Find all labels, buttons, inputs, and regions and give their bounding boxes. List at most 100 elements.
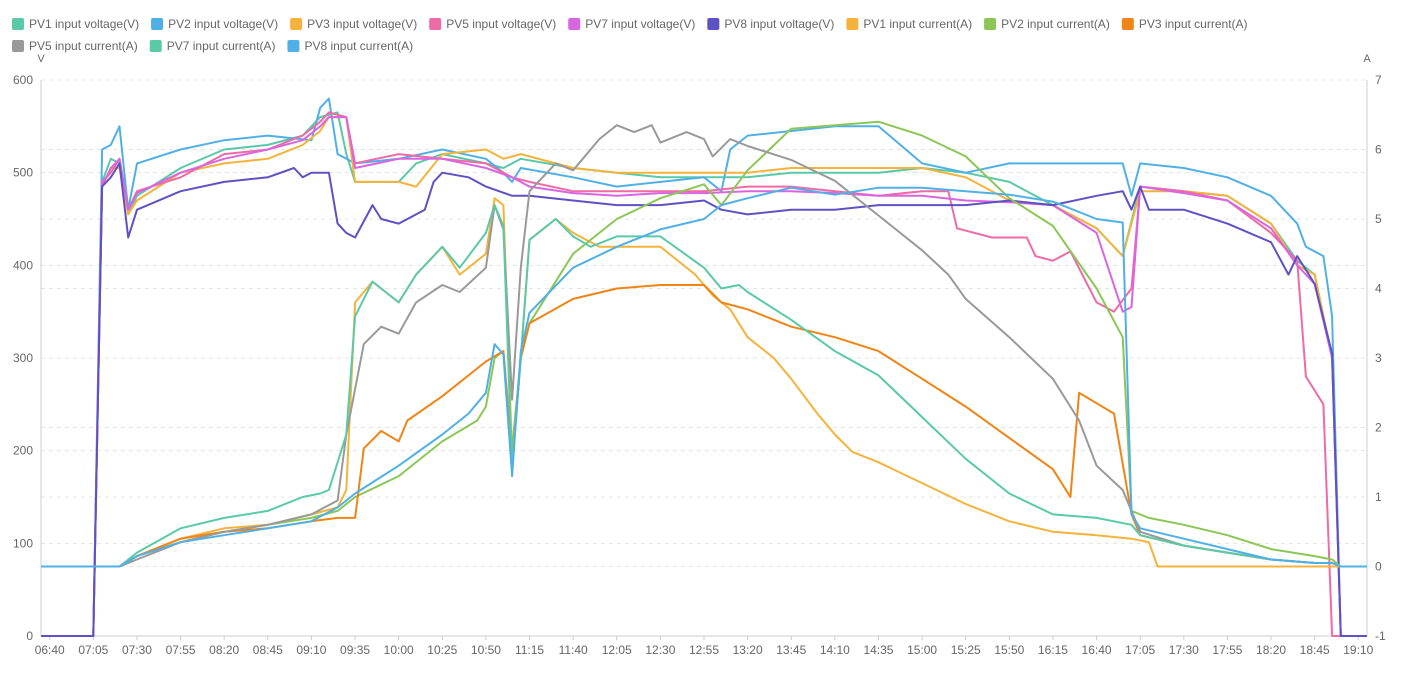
x-tick-label: 10:50 — [471, 643, 501, 657]
y-left-tick-label: 0 — [26, 629, 33, 643]
x-tick-label: 08:45 — [253, 643, 283, 657]
legend-label: PV2 input voltage(V) — [168, 17, 278, 31]
legend-swatch — [984, 18, 997, 30]
legend-label: PV5 input current(A) — [29, 39, 138, 53]
legend-item: PV8 input voltage(V) — [707, 17, 834, 31]
legend-label: PV1 input current(A) — [863, 17, 972, 31]
x-tick-label: 18:45 — [1300, 643, 1330, 657]
legend-label: PV7 input current(A) — [167, 39, 276, 53]
legend-swatch — [1121, 18, 1134, 30]
legend-item: PV1 input voltage(V) — [12, 17, 139, 31]
grid-lines — [41, 79, 1367, 567]
x-tick-label: 17:55 — [1212, 643, 1242, 657]
legend-label: PV1 input voltage(V) — [29, 17, 139, 31]
y-left-tick-label: 300 — [13, 351, 33, 365]
series-line-2 — [41, 97, 1367, 637]
y-right-tick-label: 4 — [1375, 282, 1382, 296]
y-left-tick-label: 400 — [13, 258, 33, 272]
legend-item: PV7 input voltage(V) — [568, 17, 695, 31]
legend-swatch — [707, 18, 720, 30]
x-tick-label: 13:45 — [776, 643, 806, 657]
x-tick-label: 07:30 — [122, 643, 152, 657]
axes: 0 100 200 300 400 500 600 -1 0 1 2 3 4 5 6 7 V A 06:40 07:0… — [13, 53, 1386, 657]
x-tick-label: 12:55 — [689, 643, 719, 657]
y-right-tick-label: 1 — [1375, 490, 1382, 504]
legend-item: PV3 input current(A) — [1121, 17, 1248, 31]
x-tick-label: 16:15 — [1038, 643, 1068, 657]
x-tick-label: 19:10 — [1343, 643, 1373, 657]
series-line-3 — [41, 116, 1367, 637]
y-left-unit-label: V — [37, 53, 45, 65]
x-tick-label: 15:50 — [994, 643, 1024, 657]
legend-swatch — [846, 18, 859, 30]
x-tick-label: 17:05 — [1125, 643, 1155, 657]
legend: PV1 input voltage(V) PV2 input voltage(V)… — [12, 17, 1248, 53]
legend-label: PV3 input voltage(V) — [307, 17, 417, 31]
legend-label: PV3 input current(A) — [1139, 17, 1248, 31]
legend-label: PV8 input voltage(V) — [724, 17, 834, 31]
legend-item: PV2 input voltage(V) — [151, 17, 278, 31]
y-right-tick-label: 0 — [1375, 560, 1382, 574]
legend-label: PV7 input voltage(V) — [585, 17, 695, 31]
y-right-tick-label: -1 — [1375, 629, 1386, 643]
legend-label: PV8 input current(A) — [304, 39, 413, 53]
legend-item: PV5 input voltage(V) — [429, 17, 556, 31]
legend-swatch — [287, 40, 300, 52]
x-tick-label: 16:40 — [1082, 643, 1112, 657]
x-tick-label: 10:00 — [384, 643, 414, 657]
y-left-tick-label: 500 — [13, 166, 33, 180]
legend-swatch — [149, 40, 162, 52]
x-tick-label: 14:35 — [863, 643, 893, 657]
legend-swatch — [12, 18, 24, 30]
x-tick-label: 10:25 — [427, 643, 457, 657]
y-left-tick-label: 100 — [13, 536, 33, 550]
legend-swatch — [12, 40, 24, 52]
legend-item: PV7 input current(A) — [149, 39, 276, 53]
legend-item: PV2 input current(A) — [984, 17, 1110, 31]
x-tick-label: 07:05 — [78, 643, 108, 657]
x-tick-label: 11:15 — [515, 643, 544, 657]
x-tick-label: 14:10 — [820, 643, 850, 657]
y-right-tick-label: 2 — [1375, 421, 1382, 435]
legend-item: PV1 input current(A) — [846, 17, 972, 31]
x-tick-label: 08:20 — [209, 643, 239, 657]
series-line-7 — [41, 197, 1367, 568]
legend-label: PV5 input voltage(V) — [446, 17, 556, 31]
legend-label: PV2 input current(A) — [1001, 17, 1110, 31]
y-right-tick-label: 7 — [1375, 73, 1382, 87]
series-line-5 — [41, 116, 1367, 637]
series-line-9 — [41, 284, 1367, 568]
x-tick-label: 12:30 — [645, 643, 675, 657]
x-tick-label: 13:20 — [733, 643, 763, 657]
x-tick-label: 09:10 — [296, 643, 326, 657]
x-tick-label: 06:40 — [35, 643, 65, 657]
legend-swatch — [568, 18, 581, 30]
x-tick-label: 11:40 — [559, 643, 588, 657]
legend-item: PV8 input current(A) — [287, 39, 413, 53]
x-tick-label: 07:55 — [166, 643, 196, 657]
legend-swatch — [151, 18, 164, 30]
y-right-tick-label: 6 — [1375, 143, 1382, 157]
legend-swatch — [429, 18, 442, 30]
x-tick-label: 17:30 — [1169, 643, 1199, 657]
series-line-11 — [41, 204, 1367, 568]
series-line-10 — [41, 124, 1367, 568]
x-tick-label: 09:35 — [340, 643, 370, 657]
y-right-tick-label: 3 — [1375, 351, 1382, 365]
legend-swatch — [290, 18, 303, 30]
x-tick-label: 12:05 — [602, 643, 632, 657]
x-tick-label: 15:00 — [907, 643, 937, 657]
series-lines — [41, 97, 1367, 637]
series-line-8 — [41, 120, 1367, 568]
y-left-tick-label: 600 — [13, 73, 33, 87]
x-tick-label: 18:20 — [1256, 643, 1286, 657]
y-right-tick-label: 5 — [1375, 212, 1382, 226]
series-line-12 — [41, 186, 1367, 568]
legend-item: PV3 input voltage(V) — [290, 17, 417, 31]
series-line-6 — [41, 162, 1367, 637]
y-right-unit-label: A — [1363, 53, 1371, 65]
legend-item: PV5 input current(A) — [12, 39, 138, 53]
y-left-tick-label: 200 — [13, 444, 33, 458]
